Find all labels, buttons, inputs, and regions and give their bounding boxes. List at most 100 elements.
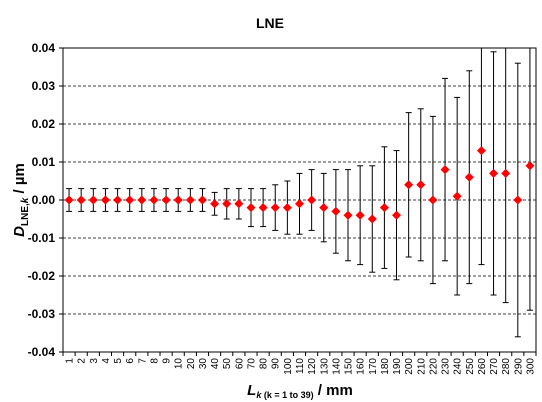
x-tick-label: 140: [331, 358, 342, 375]
y-axis-label-sub: LNE,: [20, 203, 31, 226]
x-tick-label: 180: [380, 358, 391, 375]
data-point: [88, 195, 98, 205]
x-tick-label: 70: [246, 358, 257, 370]
x-tick-label: 250: [465, 358, 476, 375]
data-point: [501, 168, 511, 178]
x-tick-label: 300: [525, 358, 536, 375]
data-point: [307, 195, 317, 205]
y-tick-label: -0.03: [28, 307, 56, 321]
x-tick-label: 170: [368, 358, 379, 375]
x-tick-label: 150: [344, 358, 355, 375]
y-tick-label: 0.01: [32, 155, 56, 169]
plot-frame: [62, 47, 537, 353]
x-tick-label: 210: [416, 358, 427, 375]
data-point: [513, 195, 523, 205]
x-tick-label: 60: [234, 358, 245, 370]
x-tick-label: 90: [271, 358, 282, 370]
data-point: [210, 199, 220, 209]
data-point: [137, 195, 147, 205]
data-point: [367, 214, 377, 224]
x-tick-label: 100: [283, 358, 294, 375]
y-tick-label: -0.04: [28, 345, 56, 359]
data-point: [404, 180, 414, 190]
x-tick-label: 1: [65, 358, 76, 364]
y-tick-label: 0.02: [32, 117, 56, 131]
data-point: [489, 168, 499, 178]
x-tick-label: 120: [307, 358, 318, 375]
data-point: [222, 199, 232, 209]
data-point: [149, 195, 159, 205]
data-point: [173, 195, 183, 205]
data-point: [392, 210, 402, 220]
x-tick-label: 280: [501, 358, 512, 375]
x-tick-label: 220: [428, 358, 439, 375]
data-point: [416, 180, 426, 190]
data-point: [440, 165, 450, 175]
chart-title: LNE: [256, 15, 284, 31]
x-tick-label: 200: [404, 358, 415, 375]
error-bars: [66, 48, 533, 338]
data-point: [452, 191, 462, 201]
x-tick-label: 80: [259, 358, 270, 370]
y-tick-label: -0.02: [28, 269, 56, 283]
x-tick-label: 270: [489, 358, 500, 375]
x-tick-label: 20: [186, 358, 197, 370]
data-point: [100, 195, 110, 205]
data-point: [197, 195, 207, 205]
data-point: [476, 146, 486, 156]
x-axis-label-main: L: [247, 382, 256, 399]
x-axis-label-sub-rest: (k = 1 to 39): [261, 390, 313, 400]
y-axis-label-main: D: [11, 226, 28, 237]
x-axis-label-sub-k: k: [256, 390, 262, 400]
y-tick-label: 0.04: [32, 41, 56, 55]
data-point: [246, 203, 256, 213]
x-tick-label: 10: [174, 358, 185, 370]
x-tick-label: 5: [113, 358, 124, 364]
data-point: [428, 195, 438, 205]
data-points: [64, 146, 535, 224]
data-point: [295, 199, 304, 209]
y-tick-label: 0.03: [32, 79, 56, 93]
y-axis-label: DLNE,k / µm: [11, 163, 31, 237]
data-point: [355, 210, 365, 220]
data-point: [319, 203, 329, 213]
x-tick-label: 40: [210, 358, 221, 370]
x-tick-label: 110: [295, 358, 306, 374]
x-tick-label: 7: [137, 358, 148, 364]
data-point: [525, 161, 535, 171]
y-axis-label-sub-k: k: [20, 197, 31, 203]
x-tick-label: 6: [125, 358, 136, 364]
x-tick-label: 260: [477, 358, 488, 375]
data-point: [113, 195, 123, 205]
data-point: [125, 195, 135, 205]
x-axis-label-unit: / mm: [314, 382, 353, 399]
x-tick-label: 290: [513, 358, 524, 375]
data-point: [161, 195, 171, 205]
data-point: [464, 172, 474, 182]
x-tick-label: 9: [162, 358, 173, 364]
data-point: [258, 203, 268, 213]
x-tick-label: 230: [441, 358, 452, 375]
data-point: [343, 210, 353, 220]
data-point: [270, 203, 280, 213]
x-tick-label: 130: [319, 358, 330, 375]
x-tick-label: 240: [453, 358, 464, 375]
x-tick-label: 30: [198, 358, 209, 370]
x-tick-label: 190: [392, 358, 403, 375]
data-point: [234, 199, 244, 209]
x-axis-label: Lk (k = 1 to 39) / mm: [247, 382, 353, 400]
x-tick-label: 2: [77, 358, 88, 364]
x-tick-labels: 1 2 3 4 5 6 7 8 9 10 20 30 40 50 60 70 80 90 100 110 120 130 1…: [65, 358, 537, 375]
data-point: [185, 195, 195, 205]
x-tick-label: 160: [356, 358, 367, 375]
y-axis-label-unit: / µm: [11, 163, 28, 197]
x-tick-label: 3: [89, 358, 100, 364]
data-point: [282, 203, 292, 213]
y-tick-label: -0.01: [28, 231, 56, 245]
x-tick-label: 50: [222, 358, 233, 370]
data-point: [64, 195, 74, 205]
data-point: [379, 203, 389, 213]
x-tick-label: 8: [149, 358, 160, 364]
y-tick-labels: 0.04 0.03 0.02 0.01 0.00 -0.01 -0.02 -0.03 -0.04: [28, 41, 56, 359]
